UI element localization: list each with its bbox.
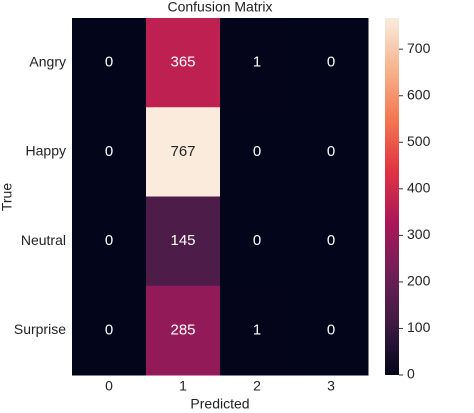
colorbar-tick-label: 200 <box>407 273 431 289</box>
cell-label: 1 <box>253 321 261 338</box>
cell-label: 767 <box>170 143 195 160</box>
colorbar <box>385 18 399 375</box>
cell-label: 0 <box>105 54 113 71</box>
cell-label: 0 <box>327 54 335 71</box>
x-axis-label: Predicted <box>190 396 249 412</box>
y-tick-label: Neutral <box>21 232 66 248</box>
y-tick-label: Happy <box>26 143 66 159</box>
y-axis-label: True <box>0 183 15 211</box>
heatmap-cell <box>72 107 147 197</box>
heatmap-cell <box>294 285 369 376</box>
x-tick-label: 3 <box>327 378 335 394</box>
cell-label: 285 <box>170 321 195 338</box>
cell-label: 145 <box>170 232 195 249</box>
heatmap-cell <box>294 107 369 197</box>
cell-label: 0 <box>253 232 261 249</box>
heatmap-cell <box>220 285 295 376</box>
heatmap-cell <box>72 285 147 376</box>
heatmap-cell <box>146 107 221 197</box>
colorbar-tick-label: 300 <box>407 226 431 242</box>
heatmap-cell <box>220 196 295 287</box>
heatmap-cell <box>146 18 221 108</box>
chart-title: Confusion Matrix <box>167 0 272 15</box>
heatmap-cell <box>72 196 147 287</box>
x-tick-label: 2 <box>253 378 261 394</box>
cell-label: 0 <box>327 321 335 338</box>
x-tick-label: 1 <box>179 378 187 394</box>
y-tick-label: Angry <box>29 53 66 69</box>
heatmap-cell <box>294 18 369 108</box>
cell-label: 0 <box>105 321 113 338</box>
cell-label: 0 <box>253 143 261 160</box>
heatmap-cell <box>72 18 147 108</box>
heatmap-cell <box>220 18 295 108</box>
y-tick-label: Surprise <box>14 321 66 337</box>
colorbar-tick-label: 400 <box>407 180 431 196</box>
cell-label: 0 <box>105 143 113 160</box>
cell-label: 0 <box>327 143 335 160</box>
cell-label: 365 <box>170 54 195 71</box>
heatmap-cell <box>146 285 221 376</box>
colorbar-tick-label: 100 <box>407 319 431 335</box>
cell-label: 1 <box>253 54 261 71</box>
colorbar-tick-label: 0 <box>407 366 415 382</box>
heatmap-cell <box>220 107 295 197</box>
colorbar-tick-label: 600 <box>407 86 431 102</box>
heatmap-cell <box>146 196 221 287</box>
colorbar-tick-label: 700 <box>407 40 431 56</box>
cell-label: 0 <box>105 232 113 249</box>
cell-label: 0 <box>327 232 335 249</box>
heatmap-cell <box>294 196 369 287</box>
x-tick-label: 0 <box>105 378 113 394</box>
colorbar-tick-label: 500 <box>407 133 431 149</box>
